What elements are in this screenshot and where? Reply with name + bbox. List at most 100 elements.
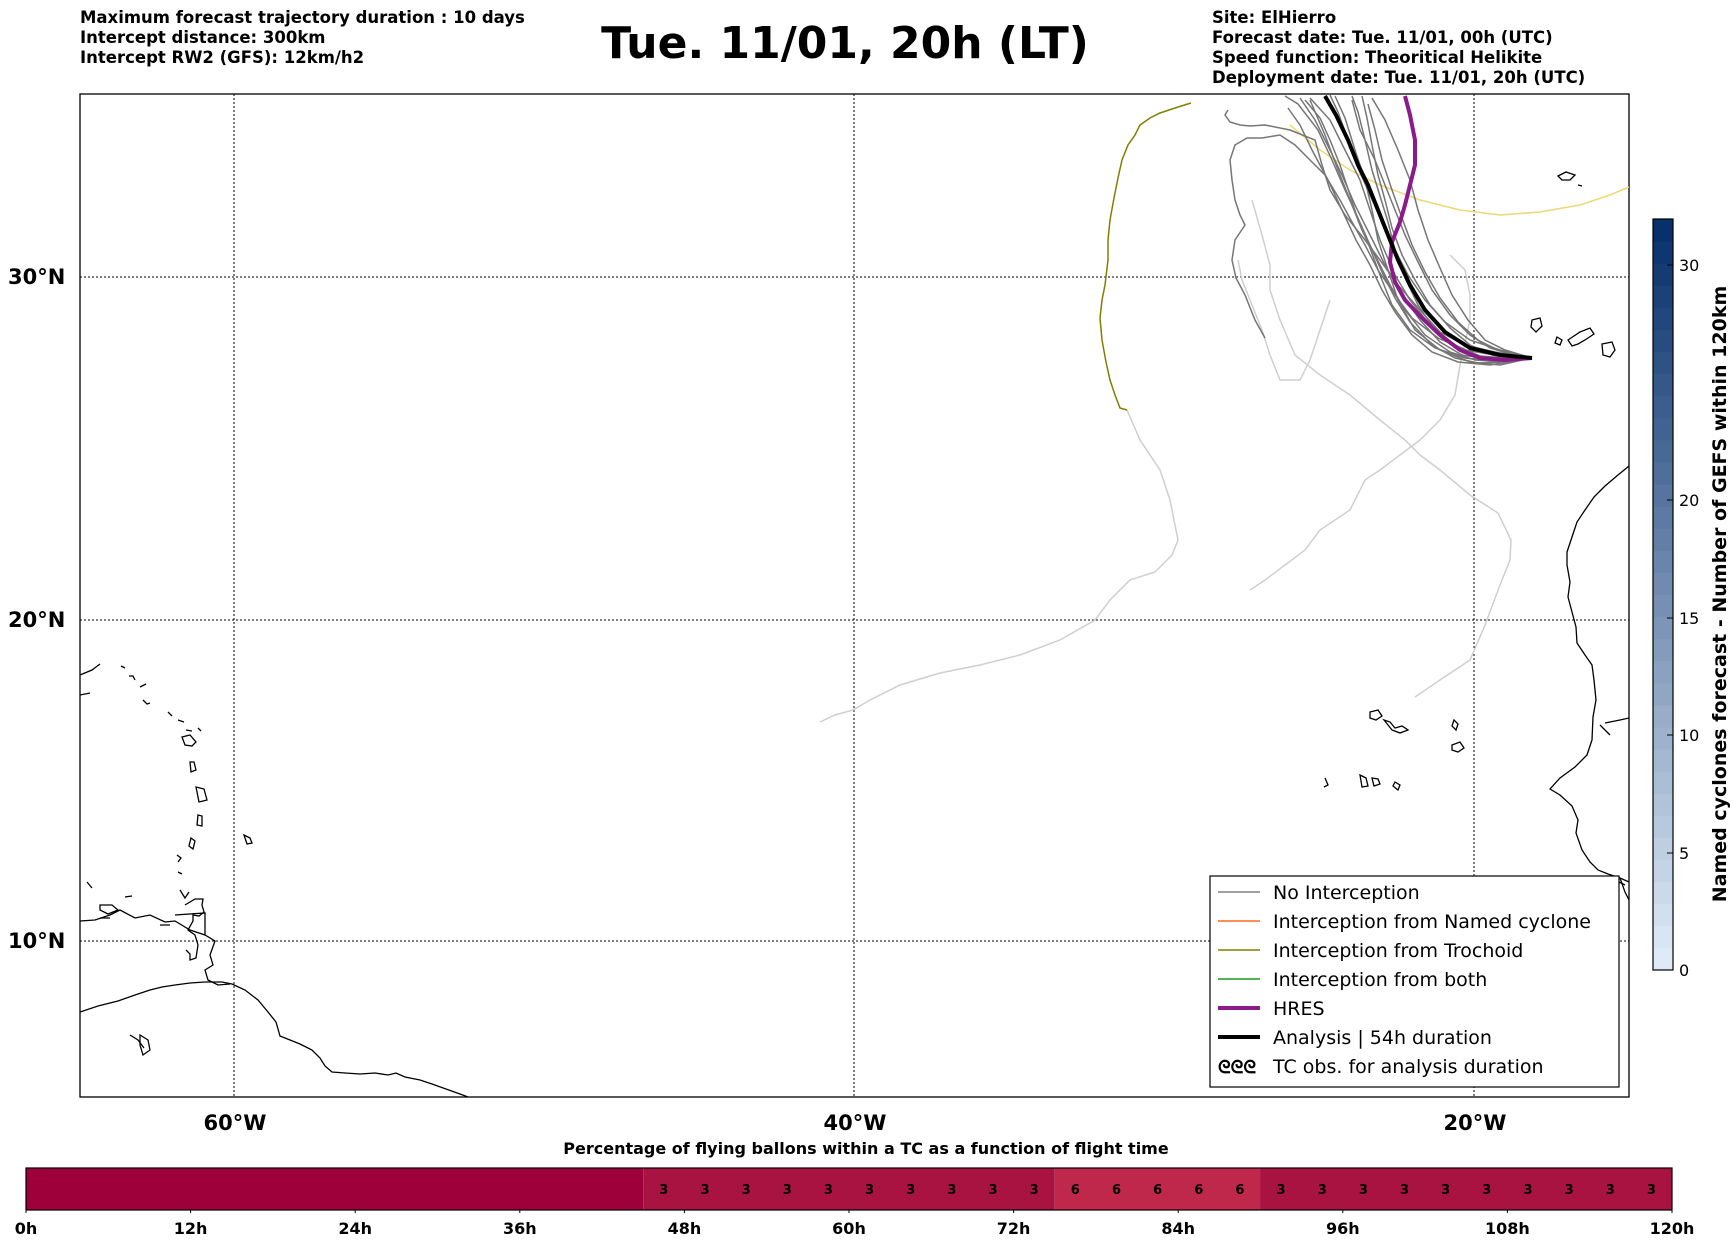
legend-hres: HRES xyxy=(1218,998,1325,1020)
forecast-date-text: Forecast date: Tue. 11/01, 00h (UTC) xyxy=(1212,28,1553,47)
time-label: 120h xyxy=(1650,1219,1695,1238)
gefs-colorbar-cell xyxy=(1653,704,1673,728)
tc-symbol-icon: ᘓᘓᘓ xyxy=(1218,1057,1256,1078)
bar-cell-value: 3 xyxy=(1400,1183,1409,1198)
gefs-colorbar-cell xyxy=(1653,660,1673,684)
gefs-colorbar-cell xyxy=(1653,727,1673,750)
time-label: 60h xyxy=(832,1219,866,1238)
island-sal xyxy=(1451,718,1459,732)
bar-cell-value: 6 xyxy=(1194,1183,1203,1198)
bar-cell-value: 3 xyxy=(700,1183,709,1198)
island-santo-antao xyxy=(1369,709,1383,721)
bar-cell-value: 3 xyxy=(1523,1183,1532,1198)
gefs-colorbar-cell xyxy=(1653,528,1673,551)
gefs-colorbar-cell xyxy=(1653,484,1673,507)
cbar-tick-0: 0 xyxy=(1679,961,1689,980)
island-sao-vicente xyxy=(1382,718,1410,734)
coast-south-america xyxy=(80,981,469,1097)
bar-cell-value: 3 xyxy=(1606,1183,1615,1198)
coast-africa xyxy=(1548,465,1629,883)
island-barbados xyxy=(242,833,253,845)
time-label: 72h xyxy=(997,1219,1031,1238)
cbar-tick-30: 30 xyxy=(1679,256,1699,275)
time-label: 12h xyxy=(174,1219,208,1238)
legend-trochoid: Interception from Trochoid xyxy=(1218,940,1523,962)
max-duration-text: Maximum forecast trajectory duration : 1… xyxy=(80,8,525,27)
island-aruba-curacao xyxy=(100,912,206,935)
gefs-colorbar-cell xyxy=(1653,616,1673,640)
lon-label-40w: 40°W xyxy=(824,1111,887,1135)
gefs-colorbar-cell xyxy=(1653,550,1673,573)
gefs-colorbar-cell xyxy=(1653,285,1673,308)
time-label: 48h xyxy=(668,1219,702,1238)
intercept-rw2-text: Intercept RW2 (GFS): 12km/h2 xyxy=(80,48,365,67)
island-boa-vista xyxy=(1451,741,1465,753)
forecast-info-right: Site: ElHierro Forecast date: Tue. 11/01… xyxy=(1212,8,1585,88)
legend-no-interception: No Interception xyxy=(1218,882,1420,904)
legend-no-interception-label: No Interception xyxy=(1273,882,1420,904)
coastlines xyxy=(80,171,1629,1097)
site-text: Site: ElHierro xyxy=(1212,8,1337,27)
gefs-colorbar-cell xyxy=(1653,815,1673,838)
gefs-colorbar-ticks: 30 20 15 10 5 0 xyxy=(1667,256,1699,980)
gefs-colorbar-cell xyxy=(1653,241,1673,264)
gefs-colorbar-cell xyxy=(1653,439,1673,463)
bar-cell-value: 3 xyxy=(1441,1183,1450,1198)
gefs-colorbar-cell xyxy=(1653,925,1673,949)
gefs-colorbar-cell xyxy=(1653,638,1673,662)
island-madeira xyxy=(1556,171,1583,187)
bar-cell-value: 3 xyxy=(1482,1183,1491,1198)
gefs-colorbar-cell xyxy=(1653,903,1673,927)
island-dominica xyxy=(189,761,197,773)
gefs-colorbar-cell xyxy=(1653,307,1673,330)
bar-cell-value: 6 xyxy=(1235,1183,1244,1198)
speed-function-text: Speed function: Theoritical Helikite xyxy=(1212,48,1543,67)
gefs-colorbar-cell xyxy=(1653,682,1673,706)
bar-cell-value: 3 xyxy=(1030,1183,1039,1198)
bar-cell-value: 3 xyxy=(1565,1183,1574,1198)
legend-both: Interception from both xyxy=(1218,969,1487,991)
flight-time-bar: Percentage of flying ballons within a TC… xyxy=(15,1139,1695,1238)
faded-tracks xyxy=(819,199,1512,723)
gefs-colorbar-cell xyxy=(1653,793,1673,816)
lat-label-10n: 10°N xyxy=(8,929,65,953)
deployment-date-text: Deployment date: Tue. 11/01, 20h (UTC) xyxy=(1212,68,1586,87)
legend-tc-obs-label: TC obs. for analysis duration xyxy=(1272,1056,1544,1078)
bar-segment xyxy=(643,1168,1055,1210)
lon-label-20w: 20°W xyxy=(1444,1111,1507,1135)
bar-cell-value: 3 xyxy=(659,1183,668,1198)
bar-segment xyxy=(1054,1168,1261,1210)
trajectories xyxy=(819,94,1629,723)
legend-named-cyclone-label: Interception from Named cyclone xyxy=(1273,911,1591,933)
gefs-colorbar-cell xyxy=(1653,859,1673,883)
trochoid-track xyxy=(1099,102,1192,411)
analysis-track xyxy=(1323,94,1533,360)
gefs-colorbar-cell xyxy=(1653,395,1673,419)
bar-cell-value: 3 xyxy=(824,1183,833,1198)
flight-time-bar-title: Percentage of flying ballons within a TC… xyxy=(563,1139,1169,1158)
bar-segment xyxy=(1260,1168,1672,1210)
legend-named-cyclone: Interception from Named cyclone xyxy=(1218,911,1591,933)
island-st-lucia xyxy=(196,814,203,827)
gefs-colorbar-cell xyxy=(1653,572,1673,595)
gefs-colorbar-cell xyxy=(1653,837,1673,861)
time-label: 108h xyxy=(1485,1219,1530,1238)
time-label: 24h xyxy=(338,1219,372,1238)
bar-cell-value: 6 xyxy=(1112,1183,1121,1198)
gefs-colorbar-cell xyxy=(1653,749,1673,772)
gefs-colorbar-frame xyxy=(1652,218,1674,971)
legend-both-label: Interception from both xyxy=(1273,969,1487,991)
island-cuba-edge xyxy=(80,663,101,696)
bar-cell-value: 3 xyxy=(1359,1183,1368,1198)
lat-label-20n: 20°N xyxy=(8,608,65,632)
bar-cell-value: 3 xyxy=(906,1183,915,1198)
gefs-colorbar-cell xyxy=(1653,947,1673,971)
gefs-colorbar-cell xyxy=(1653,594,1673,618)
gefs-colorbar-label: Named cyclones forecast - Number of GEFS… xyxy=(1709,286,1731,903)
island-fuerteventura xyxy=(1567,327,1595,347)
legend: No Interception Interception from Named c… xyxy=(1209,875,1620,1088)
gefs-colorbar-cell xyxy=(1653,417,1673,441)
gefs-colorbar-cell xyxy=(1653,771,1673,794)
bar-segment xyxy=(26,1168,644,1210)
